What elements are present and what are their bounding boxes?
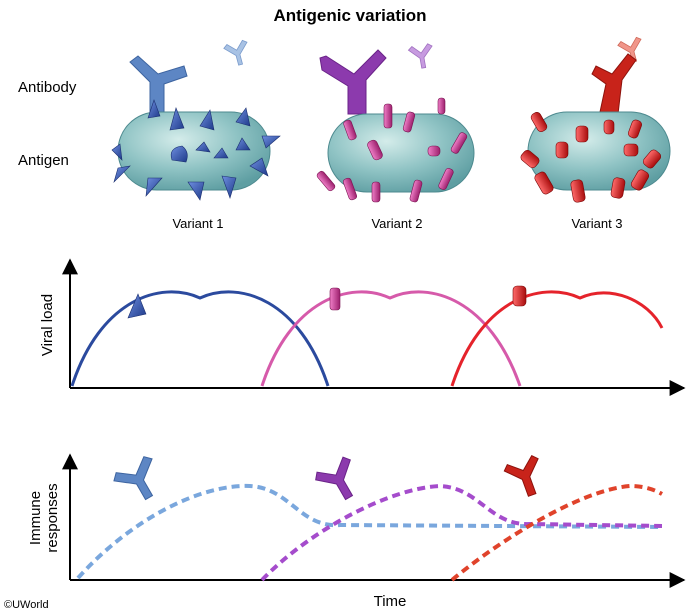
variant-1-free-antibody-icon bbox=[223, 39, 248, 66]
viral-load-marker-variant-2-icon bbox=[329, 287, 341, 311]
immune-axis-label-line-1: Immune bbox=[27, 491, 44, 545]
diagram-title: Antigenic variation bbox=[273, 6, 426, 25]
variant-2-bound-antibody-icon bbox=[319, 49, 387, 115]
variant-2-illustration: Variant 2 bbox=[316, 43, 475, 231]
variant-3-antigen-spikes bbox=[520, 112, 662, 203]
variant-1-bound-antibody-icon bbox=[129, 55, 188, 115]
variant-1-label: Variant 1 bbox=[172, 216, 223, 231]
viral-load-curve-variant-1 bbox=[70, 290, 330, 387]
viral-load-marker-variant-1-icon bbox=[127, 293, 147, 319]
immune-antibody-variant-1-icon bbox=[113, 456, 154, 501]
viral-load-panel: Viral load bbox=[39, 258, 686, 396]
viral-load-curve-variant-2 bbox=[260, 290, 522, 387]
variant-1-antigen-spikes bbox=[111, 99, 281, 201]
variant-3-bound-antibody-icon bbox=[591, 53, 637, 115]
immune-responses-panel: Immune responses Time bbox=[27, 453, 686, 610]
viral-load-axis-label: Viral load bbox=[39, 294, 56, 356]
immune-curve-variant-1 bbox=[76, 483, 663, 580]
copyright-text: ©UWorld bbox=[4, 599, 49, 611]
variant-3-antigen-body bbox=[527, 111, 671, 191]
immune-antibody-variant-2-icon bbox=[315, 456, 354, 501]
antigen-row-label: Antigen bbox=[18, 152, 69, 169]
immune-axis-label-line-2: responses bbox=[44, 483, 61, 552]
variant-2-antigen-spikes bbox=[316, 97, 468, 203]
variant-1-illustration: Variant 1 bbox=[111, 39, 281, 231]
variant-2-antigen-body bbox=[327, 113, 475, 193]
variant-3-illustration: Variant 3 bbox=[520, 36, 671, 231]
time-axis-label: Time bbox=[374, 593, 407, 610]
variant-2-free-antibody-icon bbox=[407, 43, 433, 69]
viral-load-marker-variant-3-icon bbox=[512, 285, 527, 307]
variant-2-label: Variant 2 bbox=[371, 216, 422, 231]
immune-antibody-variant-3-icon bbox=[503, 455, 539, 497]
viral-load-curve-variant-3 bbox=[450, 290, 664, 387]
immune-curve-variant-2 bbox=[260, 483, 663, 582]
antibody-row-label: Antibody bbox=[18, 79, 77, 96]
immune-curve-variant-3 bbox=[450, 483, 663, 582]
variant-3-label: Variant 3 bbox=[571, 216, 622, 231]
